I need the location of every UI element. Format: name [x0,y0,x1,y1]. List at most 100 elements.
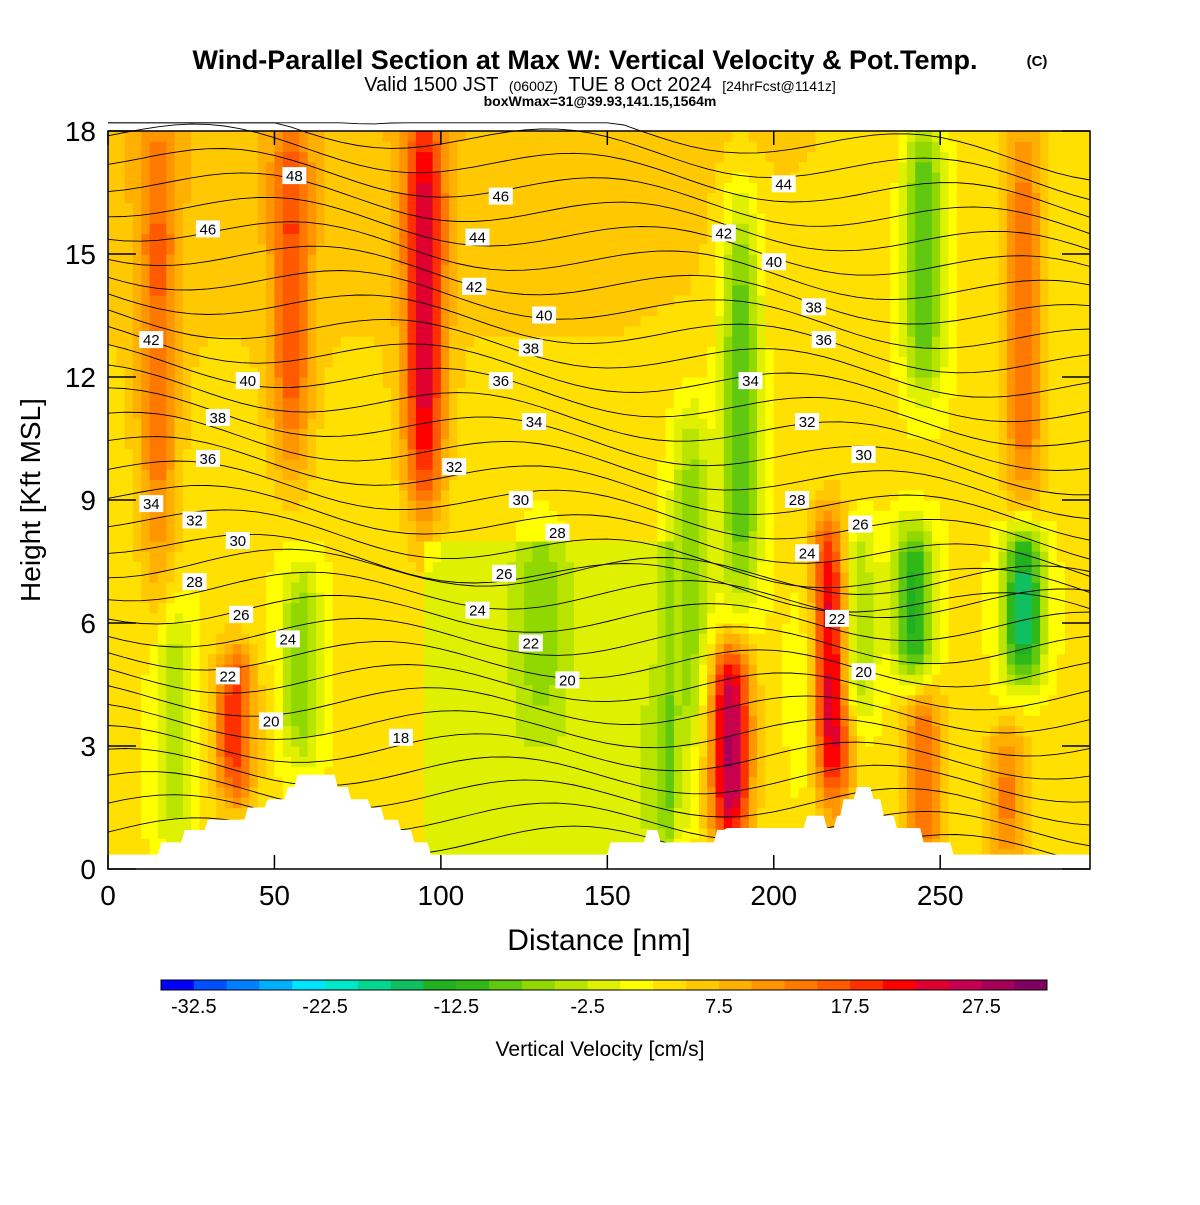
velocity-cell [457,817,467,829]
velocity-cell [590,438,600,450]
velocity-cell [382,397,392,409]
velocity-cell [166,756,176,768]
velocity-cell [407,459,417,470]
velocity-cell [457,254,467,265]
velocity-cell [307,592,317,604]
velocity-cell [299,643,309,655]
velocity-cell [266,510,275,522]
velocity-cell [515,684,525,696]
velocity-cell [624,797,633,809]
velocity-cell [457,161,467,173]
velocity-cell [648,694,658,706]
velocity-cell [465,264,475,276]
velocity-cell [232,182,242,194]
velocity-cell [482,131,492,142]
velocity-cell [648,192,658,204]
velocity-cell [124,510,134,522]
velocity-cell [341,264,350,276]
velocity-cell [341,633,350,645]
velocity-cell [524,735,533,747]
velocity-cell [166,776,176,788]
velocity-cell [640,397,650,409]
velocity-cell [332,746,342,757]
velocity-cell [241,407,251,419]
velocity-cell [366,653,375,665]
velocity-cell [432,684,442,696]
velocity-cell [232,469,242,481]
velocity-cell [657,715,667,727]
velocity-cell [274,325,284,337]
velocity-cell [673,377,683,388]
velocity-cell [299,182,309,194]
velocity-cell [216,377,226,388]
velocity-cell [133,151,142,163]
velocity-cell [574,643,583,655]
velocity-cell [241,356,251,368]
velocity-cell [299,725,309,737]
velocity-cell [673,387,683,399]
velocity-cell [515,541,525,552]
velocity-cell [182,530,192,542]
velocity-cell [207,664,217,675]
velocity-cell [549,172,558,183]
velocity-cell [565,684,575,696]
velocity-cell [141,602,151,614]
velocity-cell [624,489,633,501]
velocity-cell [307,305,317,317]
velocity-cell [474,387,484,399]
velocity-cell [507,530,517,542]
velocity-cell [291,479,300,491]
velocity-cell [465,828,475,839]
velocity-cell [124,612,134,624]
velocity-cell [490,469,500,481]
velocity-cell [499,848,508,860]
velocity-cell [199,787,209,798]
velocity-cell [249,776,259,788]
velocity-cell [615,735,625,747]
velocity-cell [590,131,600,142]
velocity-cell [316,766,325,778]
velocity-cell [133,213,142,224]
velocity-cell [166,315,176,327]
velocity-cell [457,694,467,706]
velocity-cell [124,551,134,563]
velocity-cell [424,766,434,778]
velocity-cell [565,602,575,614]
velocity-cell [174,828,184,839]
velocity-cell [349,305,359,317]
velocity-cell [374,571,384,583]
velocity-cell [449,530,459,542]
velocity-cell [490,284,500,296]
velocity-cell [374,336,384,347]
velocity-cell [341,407,350,419]
velocity-cell [249,479,259,491]
velocity-cell [182,715,192,727]
velocity-cell [607,828,617,839]
velocity-cell [374,233,384,245]
velocity-cell [415,592,425,604]
velocity-cell [590,479,600,491]
velocity-cell [199,592,209,604]
velocity-cell [648,346,658,358]
velocity-cell [632,346,642,358]
velocity-cell [624,131,633,142]
velocity-cell [216,623,226,634]
velocity-cell [490,766,500,778]
velocity-cell [149,366,159,378]
velocity-cell [399,653,409,665]
velocity-cell [624,233,633,245]
velocity-cell [133,284,142,296]
velocity-cell [624,254,633,265]
velocity-cell [324,418,334,429]
velocity-cell [357,643,367,655]
velocity-cell [199,428,209,440]
velocity-cell [424,582,434,593]
velocity-cell [574,766,583,778]
velocity-cell [357,705,367,716]
velocity-cell [224,325,234,337]
velocity-cell [232,254,242,265]
velocity-cell [232,387,242,399]
velocity-cell [632,746,642,757]
velocity-cell [657,571,667,583]
velocity-cell [465,797,475,809]
